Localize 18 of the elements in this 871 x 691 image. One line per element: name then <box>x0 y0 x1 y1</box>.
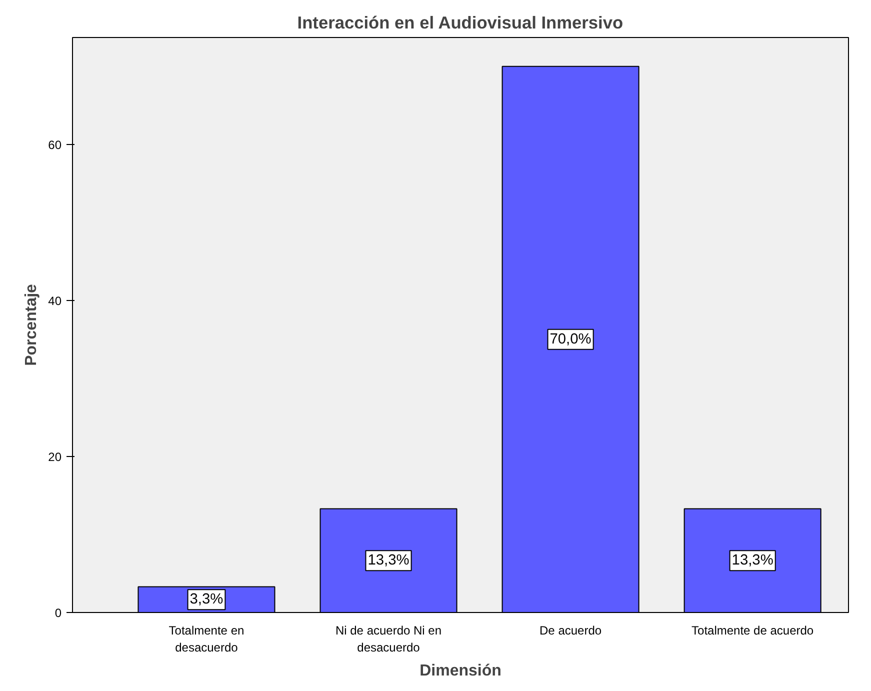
y-tick-label: 60 <box>48 138 62 152</box>
data-label: 3,3% <box>190 592 224 608</box>
x-axis-title: Dimensión <box>420 662 502 680</box>
y-tick-label: 40 <box>48 294 62 308</box>
x-tick-label: Totalmente de acuerdo <box>692 624 814 638</box>
bar <box>502 66 640 612</box>
data-label: 13,3% <box>368 552 410 569</box>
x-tick-label: Totalmente en desacuerdo <box>168 624 244 654</box>
x-tick-label: Ni de acuerdo Ni en desacuerdo <box>335 624 442 654</box>
data-label: 13,3% <box>732 552 774 569</box>
y-axis-title: Porcentaje <box>23 284 40 366</box>
y-tick-label: 20 <box>48 450 62 464</box>
bar <box>320 508 458 612</box>
data-label: 70,0% <box>550 331 592 348</box>
chart-title: Interacción en el Audiovisual Inmersivo <box>297 12 624 32</box>
y-tick-label: 0 <box>54 606 62 620</box>
x-tick-label: De acuerdo <box>540 624 602 638</box>
bar <box>684 508 822 612</box>
